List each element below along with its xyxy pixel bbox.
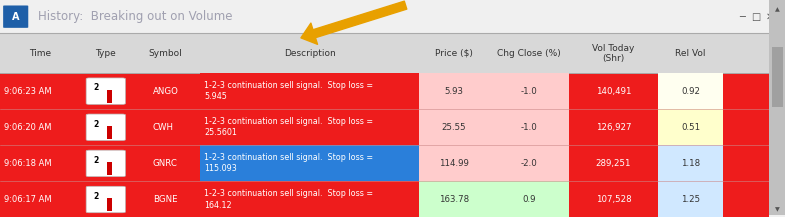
Text: ANGO: ANGO (153, 87, 179, 96)
Bar (658, 145, 723, 181)
Bar (488, 73, 569, 109)
Text: ✕: ✕ (766, 12, 774, 22)
Bar (0, 73, 769, 109)
Bar (658, 109, 723, 145)
Text: CWH: CWH (153, 123, 173, 132)
Text: 2: 2 (93, 156, 98, 165)
Text: Symbol: Symbol (148, 49, 182, 58)
FancyArrowPatch shape (301, 1, 407, 44)
Text: 1-2-3 continuation sell signal.  Stop loss =
25.5601: 1-2-3 continuation sell signal. Stop los… (204, 117, 373, 137)
Bar (0, 145, 769, 181)
Text: 1-2-3 continuation sell signal.  Stop loss =
5.945: 1-2-3 continuation sell signal. Stop los… (204, 81, 373, 101)
Text: 289,251: 289,251 (596, 159, 631, 168)
Text: 2: 2 (93, 192, 98, 201)
Bar (0, 0, 785, 33)
Bar (107, 162, 112, 175)
Text: 9:06:18 AM: 9:06:18 AM (4, 159, 52, 168)
Text: 2: 2 (93, 83, 98, 92)
Bar (419, 73, 488, 109)
Text: -2.0: -2.0 (520, 159, 537, 168)
Bar (0, 33, 769, 73)
Bar (419, 145, 488, 181)
Text: Type: Type (96, 49, 116, 58)
Bar (772, 47, 783, 107)
Text: Price ($): Price ($) (435, 49, 473, 58)
Text: 163.78: 163.78 (439, 195, 469, 204)
Bar (107, 90, 112, 103)
Text: 1.18: 1.18 (681, 159, 700, 168)
Text: 9:06:23 AM: 9:06:23 AM (4, 87, 52, 96)
Text: ▼: ▼ (775, 207, 780, 212)
Bar (200, 109, 419, 145)
Bar (107, 198, 112, 211)
Text: 1-2-3 continuation sell signal.  Stop loss =
164.12: 1-2-3 continuation sell signal. Stop los… (204, 189, 373, 210)
Text: -1.0: -1.0 (520, 123, 537, 132)
Text: 140,491: 140,491 (596, 87, 631, 96)
Bar (488, 181, 569, 217)
Text: 114.99: 114.99 (439, 159, 469, 168)
Text: 2: 2 (93, 120, 98, 128)
Bar (0, 109, 769, 145)
Text: 5.93: 5.93 (444, 87, 463, 96)
Text: 1.25: 1.25 (681, 195, 700, 204)
Text: GNRC: GNRC (153, 159, 177, 168)
Text: History:  Breaking out on Volume: History: Breaking out on Volume (38, 10, 232, 23)
Bar (107, 126, 112, 139)
FancyBboxPatch shape (3, 5, 28, 28)
Text: -1.0: -1.0 (520, 87, 537, 96)
Text: Vol Today
(Shr): Vol Today (Shr) (593, 44, 635, 63)
Text: 25.55: 25.55 (442, 123, 466, 132)
Text: 0.51: 0.51 (681, 123, 700, 132)
Bar (658, 181, 723, 217)
Text: ▲: ▲ (775, 7, 780, 12)
Bar (419, 109, 488, 145)
Text: 9:06:20 AM: 9:06:20 AM (4, 123, 52, 132)
Bar (769, 0, 785, 215)
Text: Description: Description (283, 49, 335, 58)
Text: 1-2-3 continuation sell signal.  Stop loss =
115.093: 1-2-3 continuation sell signal. Stop los… (204, 153, 373, 173)
Text: 126,927: 126,927 (596, 123, 631, 132)
FancyBboxPatch shape (86, 186, 126, 213)
Bar (200, 73, 419, 109)
Text: 0.92: 0.92 (681, 87, 700, 96)
Bar (488, 145, 569, 181)
Text: A: A (12, 12, 20, 22)
Text: 0.9: 0.9 (522, 195, 535, 204)
Bar (200, 181, 419, 217)
Text: Rel Vol: Rel Vol (675, 49, 706, 58)
Text: □: □ (751, 12, 761, 22)
Bar (200, 145, 419, 181)
FancyBboxPatch shape (86, 150, 126, 177)
Text: Chg Close (%): Chg Close (%) (497, 49, 560, 58)
Bar (658, 73, 723, 109)
FancyBboxPatch shape (86, 114, 126, 140)
Text: 107,528: 107,528 (596, 195, 631, 204)
Text: 9:06:17 AM: 9:06:17 AM (4, 195, 52, 204)
Text: BGNE: BGNE (153, 195, 177, 204)
Bar (419, 181, 488, 217)
Text: Time: Time (29, 49, 52, 58)
FancyBboxPatch shape (86, 78, 126, 104)
Bar (488, 109, 569, 145)
Bar (0, 181, 769, 217)
Text: ─: ─ (739, 12, 745, 22)
